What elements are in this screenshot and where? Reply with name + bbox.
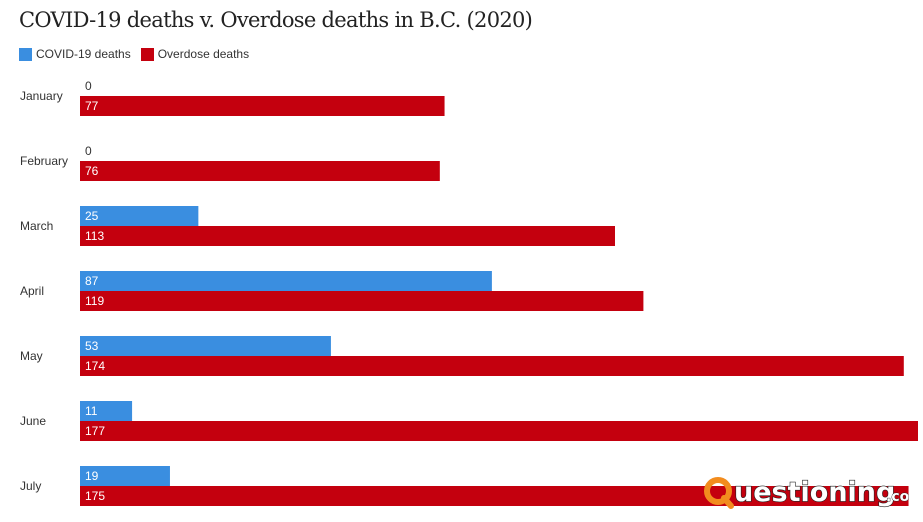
legend-item-covid: COVID-19 deaths: [19, 47, 131, 61]
data-label-overdose-may: 174: [85, 359, 105, 373]
legend-item-overdose: Overdose deaths: [140, 47, 250, 61]
data-label-overdose-june: 177: [85, 424, 105, 438]
category-label-may: May: [20, 349, 43, 363]
bar-overdose-january: [80, 96, 445, 116]
bar-overdose-june: [80, 421, 918, 441]
data-label-covid-january: 0: [85, 79, 92, 93]
category-label-june: June: [20, 414, 46, 428]
bar-overdose-july: [80, 486, 909, 506]
data-label-covid-april: 87: [85, 274, 99, 288]
bar-overdose-february: [80, 161, 440, 181]
data-label-overdose-july: 175: [85, 489, 105, 503]
data-label-covid-june: 11: [85, 404, 98, 418]
bar-covid-june: [80, 401, 133, 421]
category-label-february: February: [20, 154, 68, 168]
data-label-overdose-february: 76: [85, 164, 99, 178]
category-label-april: April: [20, 284, 44, 298]
data-label-covid-march: 25: [85, 209, 99, 223]
bar-overdose-april: [80, 291, 644, 311]
legend-swatch-covid: [19, 47, 32, 61]
data-label-overdose-january: 77: [85, 99, 99, 113]
data-label-covid-may: 53: [85, 339, 99, 353]
bar-overdose-may: [80, 356, 904, 376]
questioning-watermark-logo: uestioning .co: [704, 476, 910, 509]
legend-label-covid: COVID-19 deaths: [36, 47, 131, 61]
data-label-covid-february: 0: [85, 144, 92, 158]
category-label-july: July: [20, 479, 41, 493]
bar-covid-march: [80, 206, 199, 226]
bar-covid-april: [80, 271, 492, 291]
svg-text:.co: .co: [886, 489, 910, 505]
category-label-march: March: [20, 219, 53, 233]
bar-overdose-march: [80, 226, 615, 246]
legend-swatch-overdose: [140, 47, 154, 61]
legend-label-overdose: Overdose deaths: [157, 47, 250, 61]
chart-title: COVID-19 deaths v. Overdose deaths in B.…: [19, 8, 533, 32]
svg-text:uestioning: uestioning: [734, 477, 895, 508]
data-label-overdose-march: 113: [85, 229, 104, 243]
category-label-january: January: [20, 89, 63, 103]
data-label-overdose-april: 119: [85, 294, 104, 308]
bar-covid-may: [80, 336, 331, 356]
data-label-covid-july: 19: [85, 469, 99, 483]
chart-legend: COVID-19 deaths Overdose deaths: [19, 47, 259, 61]
bar-covid-july: [80, 466, 170, 486]
